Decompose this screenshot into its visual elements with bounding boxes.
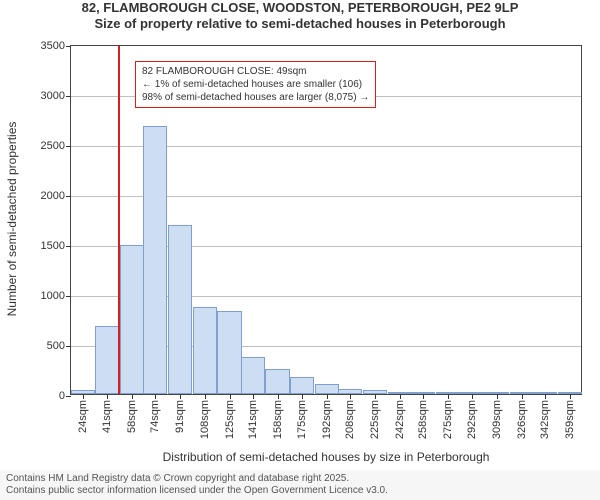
x-tick-label: 141sqm: [247, 400, 259, 439]
histogram-bar: [95, 326, 119, 394]
y-tick: [66, 296, 71, 297]
x-tick: [83, 394, 84, 399]
x-tick: [230, 394, 231, 399]
x-tick-label: 41sqm: [101, 400, 113, 433]
y-tick-label: 2500: [41, 140, 65, 152]
x-tick: [423, 394, 424, 399]
x-tick-label: 275sqm: [442, 400, 454, 439]
y-tick-label: 500: [47, 340, 65, 352]
y-tick-label: 3000: [41, 90, 65, 102]
x-tick-label: 91sqm: [174, 400, 186, 433]
x-tick-label: 58sqm: [126, 400, 138, 433]
histogram-bar: [241, 357, 265, 394]
x-tick: [375, 394, 376, 399]
x-tick: [155, 394, 156, 399]
y-tick: [66, 396, 71, 397]
annotation-box: 82 FLAMBOROUGH CLOSE: 49sqm← 1% of semi-…: [135, 61, 376, 108]
annotation-line1: ← 1% of semi-detached houses are smaller…: [142, 78, 369, 91]
x-tick-label: 359sqm: [564, 400, 576, 439]
annotation-heading: 82 FLAMBOROUGH CLOSE: 49sqm: [142, 65, 369, 78]
x-tick: [132, 394, 133, 399]
plot-area: 050010001500200025003000350024sqm41sqm58…: [70, 45, 582, 395]
x-tick: [205, 394, 206, 399]
x-tick: [278, 394, 279, 399]
x-tick-label: 292sqm: [466, 400, 478, 439]
footer-line2: Contains public sector information licen…: [6, 485, 594, 497]
x-axis-title: Distribution of semi-detached houses by …: [70, 450, 582, 464]
y-tick: [66, 346, 71, 347]
y-tick: [66, 246, 71, 247]
x-tick-label: 108sqm: [199, 400, 211, 439]
x-tick: [253, 394, 254, 399]
x-tick: [497, 394, 498, 399]
histogram-bar: [315, 384, 339, 394]
annotation-line2: 98% of semi-detached houses are larger (…: [142, 91, 369, 104]
y-tick-label: 0: [59, 390, 65, 402]
x-tick-label: 258sqm: [417, 400, 429, 439]
y-tick: [66, 146, 71, 147]
y-tick: [66, 196, 71, 197]
page-subtitle-line2: Size of property relative to semi-detach…: [0, 16, 600, 32]
y-tick: [66, 96, 71, 97]
x-tick-label: 208sqm: [344, 400, 356, 439]
x-tick-label: 309sqm: [491, 400, 503, 439]
x-tick: [545, 394, 546, 399]
x-tick: [522, 394, 523, 399]
x-tick-label: 242sqm: [394, 400, 406, 439]
histogram-bar: [143, 126, 167, 394]
x-tick: [302, 394, 303, 399]
histogram-bar: [290, 377, 314, 394]
histogram-bar: [120, 245, 144, 394]
x-tick-label: 225sqm: [369, 400, 381, 439]
y-tick-label: 2000: [41, 190, 65, 202]
x-tick-label: 175sqm: [296, 400, 308, 439]
x-tick: [350, 394, 351, 399]
y-tick-label: 1500: [41, 240, 65, 252]
footer-line1: Contains HM Land Registry data © Crown c…: [6, 473, 594, 485]
x-tick: [400, 394, 401, 399]
x-tick: [180, 394, 181, 399]
y-axis-title: Number of semi-detached properties: [5, 44, 19, 394]
y-tick-label: 1000: [41, 290, 65, 302]
histogram-bar: [217, 311, 241, 394]
x-tick: [448, 394, 449, 399]
x-tick: [107, 394, 108, 399]
histogram-bar: [265, 369, 289, 394]
x-tick-label: 125sqm: [224, 400, 236, 439]
histogram-bar: [168, 225, 192, 394]
x-tick-label: 158sqm: [272, 400, 284, 439]
y-tick: [66, 46, 71, 47]
reference-line: [118, 46, 120, 394]
histogram-bar: [193, 307, 217, 394]
x-tick: [472, 394, 473, 399]
x-tick-label: 342sqm: [539, 400, 551, 439]
x-tick: [327, 394, 328, 399]
attribution-footer: Contains HM Land Registry data © Crown c…: [0, 470, 600, 500]
x-tick-label: 192sqm: [321, 400, 333, 439]
x-tick-label: 24sqm: [77, 400, 89, 433]
x-tick-label: 326sqm: [516, 400, 528, 439]
x-tick: [570, 394, 571, 399]
x-tick-label: 74sqm: [149, 400, 161, 433]
y-tick-label: 3500: [41, 40, 65, 52]
page-title-line1: 82, FLAMBOROUGH CLOSE, WOODSTON, PETERBO…: [0, 0, 600, 16]
histogram-plot: 050010001500200025003000350024sqm41sqm58…: [70, 45, 582, 395]
